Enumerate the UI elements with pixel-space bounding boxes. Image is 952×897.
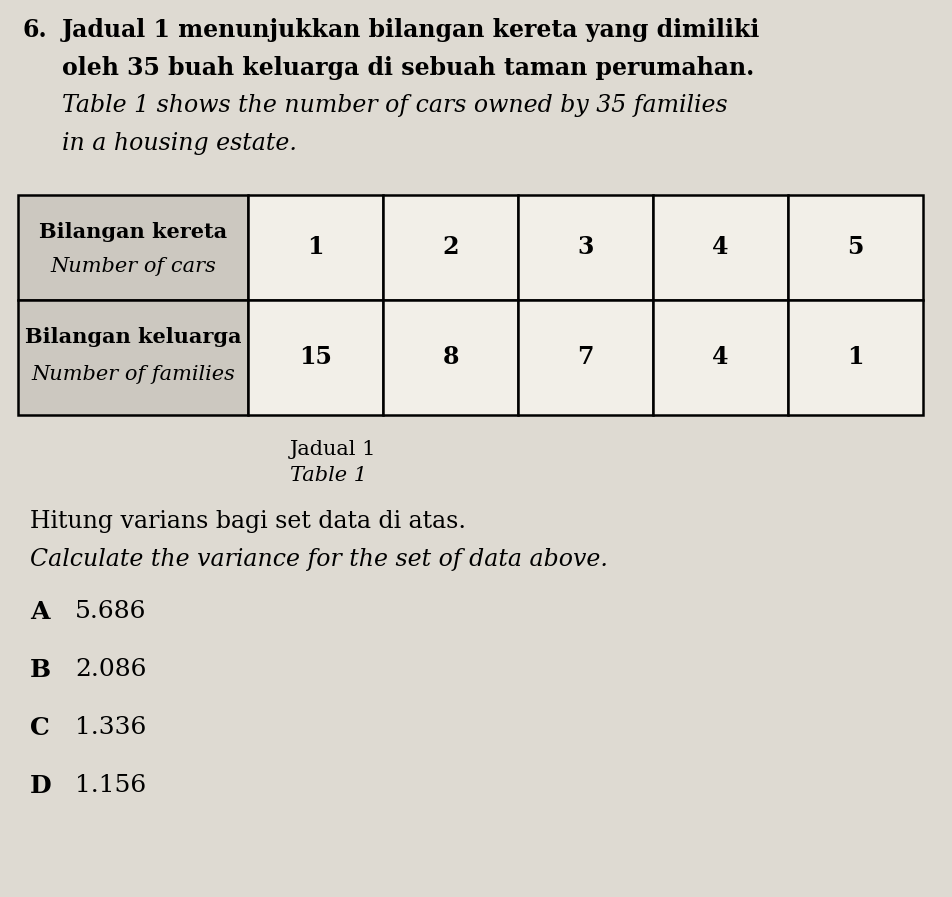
Text: Number of cars: Number of cars [50, 257, 216, 276]
Text: 7: 7 [577, 345, 594, 370]
Text: A: A [30, 600, 50, 624]
Bar [383, 300, 518, 415]
Text: Bilangan kereta: Bilangan kereta [39, 222, 228, 242]
Text: 8: 8 [443, 345, 459, 370]
Text: Jadual 1 menunjukkan bilangan kereta yang dimiliki: Jadual 1 menunjukkan bilangan kereta yan… [62, 18, 761, 42]
Bar [653, 195, 788, 300]
Bar [383, 195, 518, 300]
Text: in a housing estate.: in a housing estate. [62, 132, 297, 155]
Text: Number of families: Number of families [31, 365, 235, 384]
Text: 1.336: 1.336 [75, 716, 147, 739]
Text: Calculate the variance for the set of data above.: Calculate the variance for the set of da… [30, 548, 608, 571]
Text: 6.: 6. [22, 18, 47, 42]
Text: 5: 5 [847, 236, 863, 259]
Text: Table 1: Table 1 [290, 466, 367, 485]
Text: 3: 3 [577, 236, 594, 259]
Bar [18, 195, 248, 300]
Text: 4: 4 [712, 236, 728, 259]
Bar [788, 195, 923, 300]
Text: 1: 1 [307, 236, 324, 259]
Text: C: C [30, 716, 50, 740]
Bar [788, 300, 923, 415]
Text: Bilangan keluarga: Bilangan keluarga [25, 327, 241, 347]
Text: 5.686: 5.686 [75, 600, 147, 623]
Text: 2: 2 [443, 236, 459, 259]
Text: 4: 4 [712, 345, 728, 370]
Text: Table 1 shows the number of cars owned by 35 families: Table 1 shows the number of cars owned b… [62, 94, 727, 117]
Text: Jadual 1: Jadual 1 [290, 440, 376, 459]
Text: 2.086: 2.086 [75, 658, 147, 681]
Text: B: B [30, 658, 51, 682]
Text: D: D [30, 774, 51, 798]
Text: 1: 1 [847, 345, 863, 370]
Bar [248, 195, 383, 300]
Bar [18, 300, 248, 415]
Text: 1.156: 1.156 [75, 774, 147, 797]
Text: oleh 35 buah keluarga di sebuah taman perumahan.: oleh 35 buah keluarga di sebuah taman pe… [62, 56, 754, 80]
Bar [248, 300, 383, 415]
Bar [518, 195, 653, 300]
Bar [653, 300, 788, 415]
Bar [518, 300, 653, 415]
Text: Hitung varians bagi set data di atas.: Hitung varians bagi set data di atas. [30, 510, 466, 533]
Text: 15: 15 [299, 345, 332, 370]
